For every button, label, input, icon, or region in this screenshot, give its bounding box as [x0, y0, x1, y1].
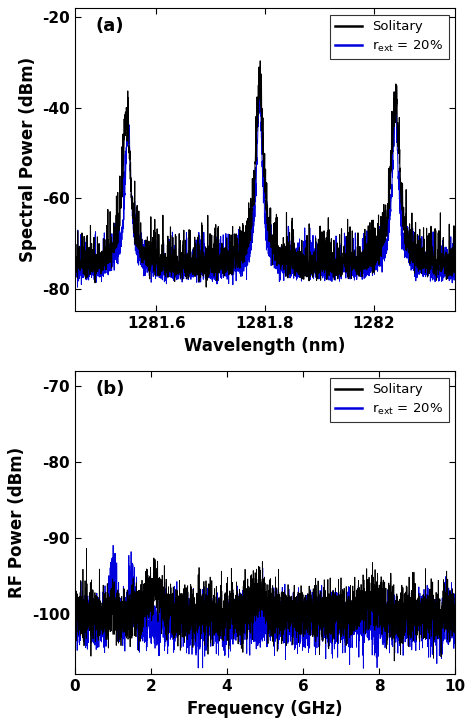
X-axis label: Wavelength (nm): Wavelength (nm) [184, 337, 346, 355]
X-axis label: Frequency (GHz): Frequency (GHz) [187, 700, 343, 718]
Y-axis label: Spectral Power (dBm): Spectral Power (dBm) [18, 57, 36, 262]
Text: (b): (b) [96, 380, 125, 399]
Text: (a): (a) [96, 17, 124, 36]
Legend: Solitary, r$_\mathregular{ext}$ = 20%: Solitary, r$_\mathregular{ext}$ = 20% [330, 378, 448, 422]
Legend: Solitary, r$_\mathregular{ext}$ = 20%: Solitary, r$_\mathregular{ext}$ = 20% [330, 15, 448, 59]
Y-axis label: RF Power (dBm): RF Power (dBm) [9, 447, 27, 598]
